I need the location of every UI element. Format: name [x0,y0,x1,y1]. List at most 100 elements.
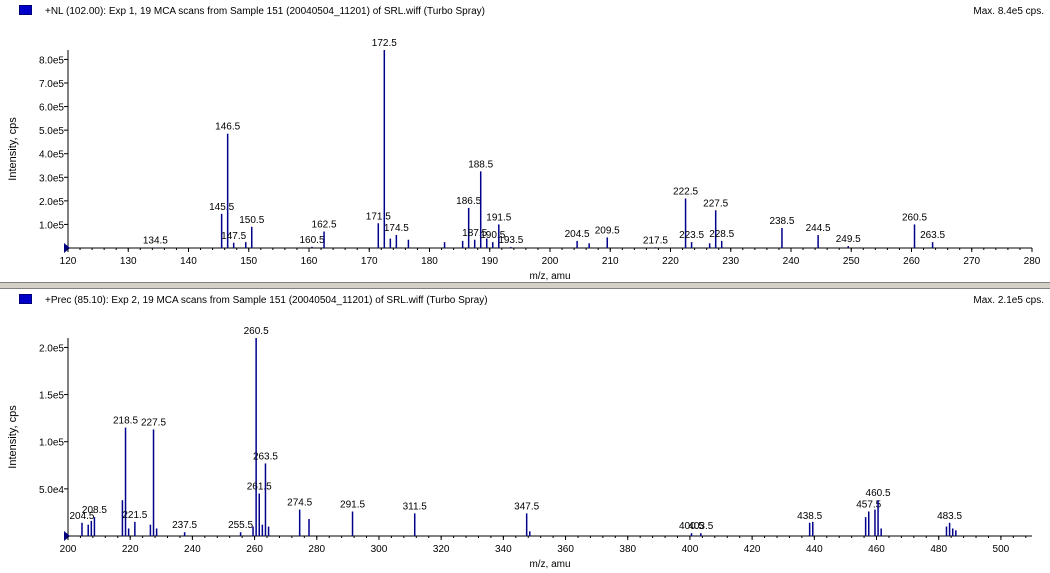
x-axis-title: m/z, amu [529,559,570,570]
y-tick-label: 5.0e4 [39,485,64,496]
x-axis-title: m/z, amu [529,271,570,282]
peak-label: 190.5 [480,230,505,241]
x-tick-label: 140 [180,256,197,267]
peak-label: 188.5 [468,159,493,170]
x-tick-label: 240 [184,544,201,555]
peak-label: 174.5 [384,223,409,234]
peak-label: 150.5 [239,215,264,226]
x-tick-label: 480 [930,544,947,555]
peak-label: 191.5 [486,212,511,223]
trace-color-marker[interactable] [19,5,32,15]
peak-label: 145.5 [209,202,234,213]
pane-title: +Prec (85.10): Exp 2, 19 MCA scans from … [45,295,488,306]
max-intensity-label: Max. 2.1e5 cps. [973,295,1044,306]
y-tick-label: 2.0e5 [39,197,64,208]
x-tick-label: 130 [120,256,137,267]
x-tick-label: 180 [421,256,438,267]
y-tick-label: 4.0e5 [39,150,64,161]
x-tick-label: 190 [481,256,498,267]
x-tick-label: 380 [619,544,636,555]
peak-label: 483.5 [937,511,962,522]
peak-label: 228.5 [709,229,734,240]
x-tick-label: 320 [433,544,450,555]
peak-label: 221.5 [122,510,147,521]
peak-label: 204.5 [565,229,590,240]
x-tick-label: 260 [903,256,920,267]
x-tick-label: 210 [602,256,619,267]
spectrum-chart-1[interactable]: 120 130 140 150 160 170 180 190 200 210 220 230 240 2… [0,0,1050,282]
x-tick-label: 270 [963,256,980,267]
x-tick-label: 200 [542,256,559,267]
peak-label: 187.5 [462,228,487,239]
trace-color-marker[interactable] [19,294,32,304]
peak-label: 244.5 [806,223,831,234]
pane-splitter[interactable] [0,282,1050,289]
peak-label: 457.5 [856,499,881,510]
spectrum-chart-2[interactable]: 200 220 240 260 280 300 320 340 360 380 400 420 440 4… [0,289,1050,573]
y-tick-label: 2.0e5 [39,343,64,354]
peak-label: 238.5 [769,216,794,227]
peak-label: 260.5 [244,326,269,337]
x-tick-label: 460 [868,544,885,555]
peak-label: 438.5 [797,511,822,522]
peak-label: 218.5 [113,416,138,427]
y-tick-label: 7.0e5 [39,79,64,90]
peak-label: 217.5 [643,235,668,246]
peak-label: 263.5 [253,451,278,462]
peak-label: 204.5 [69,511,94,522]
peak-label: 400.5 [679,521,704,532]
y-tick-label: 8.0e5 [39,55,64,66]
peak-label: 171.5 [366,211,391,222]
x-tick-label: 220 [662,256,679,267]
y-axis-title: Intensity, cps [7,117,19,181]
y-tick-label: 1.0e5 [39,438,64,449]
x-tick-label: 250 [843,256,860,267]
spectrum-pane-2: +Prec (85.10): Exp 2, 19 MCA scans from … [0,289,1050,573]
pane-title: +NL (102.00): Exp 1, 19 MCA scans from S… [45,6,485,17]
x-tick-label: 120 [60,256,77,267]
x-tick-label: 360 [557,544,574,555]
peak-label: 263.5 [920,230,945,241]
x-tick-label: 200 [60,544,77,555]
spectrum-pane-1: +NL (102.00): Exp 1, 19 MCA scans from S… [0,0,1050,282]
x-tick-label: 220 [122,544,139,555]
x-tick-label: 240 [783,256,800,267]
peak-label: 227.5 [141,417,166,428]
peak-label: 162.5 [312,220,337,231]
peak-label: 146.5 [215,122,240,133]
peak-label: 147.5 [221,231,246,242]
peak-label: 237.5 [172,520,197,531]
peak-label: 227.5 [703,198,728,209]
x-tick-label: 170 [361,256,378,267]
x-tick-label: 420 [744,544,761,555]
peak-label: 274.5 [287,498,312,509]
x-tick-label: 400 [682,544,699,555]
x-tick-label: 260 [246,544,263,555]
peak-label: 255.5 [228,520,253,531]
y-tick-label: 1.5e5 [39,391,64,402]
baseline-marker-icon [64,243,70,253]
x-tick-label: 280 [308,544,325,555]
peak-label: 291.5 [340,499,365,510]
peak-label: 403.5 [688,521,713,532]
peak-label: 134.5 [143,236,168,247]
peak-label: 172.5 [372,38,397,49]
peak-label: 222.5 [673,187,698,198]
peak-label: 347.5 [514,501,539,512]
peak-label: 160.5 [299,235,324,246]
y-tick-label: 6.0e5 [39,103,64,114]
peak-label: 460.5 [866,488,891,499]
x-tick-label: 230 [722,256,739,267]
peak-label: 260.5 [902,212,927,223]
peak-label: 193.5 [498,235,523,246]
max-intensity-label: Max. 8.4e5 cps. [973,6,1044,17]
y-tick-label: 5.0e5 [39,126,64,137]
x-tick-label: 340 [495,544,512,555]
x-tick-label: 160 [301,256,318,267]
x-tick-label: 500 [993,544,1010,555]
y-tick-label: 3.0e5 [39,173,64,184]
y-axis-title: Intensity, cps [7,405,19,469]
peak-label: 261.5 [247,482,272,493]
peak-label: 208.5 [82,505,107,516]
baseline-marker-icon [64,531,70,541]
